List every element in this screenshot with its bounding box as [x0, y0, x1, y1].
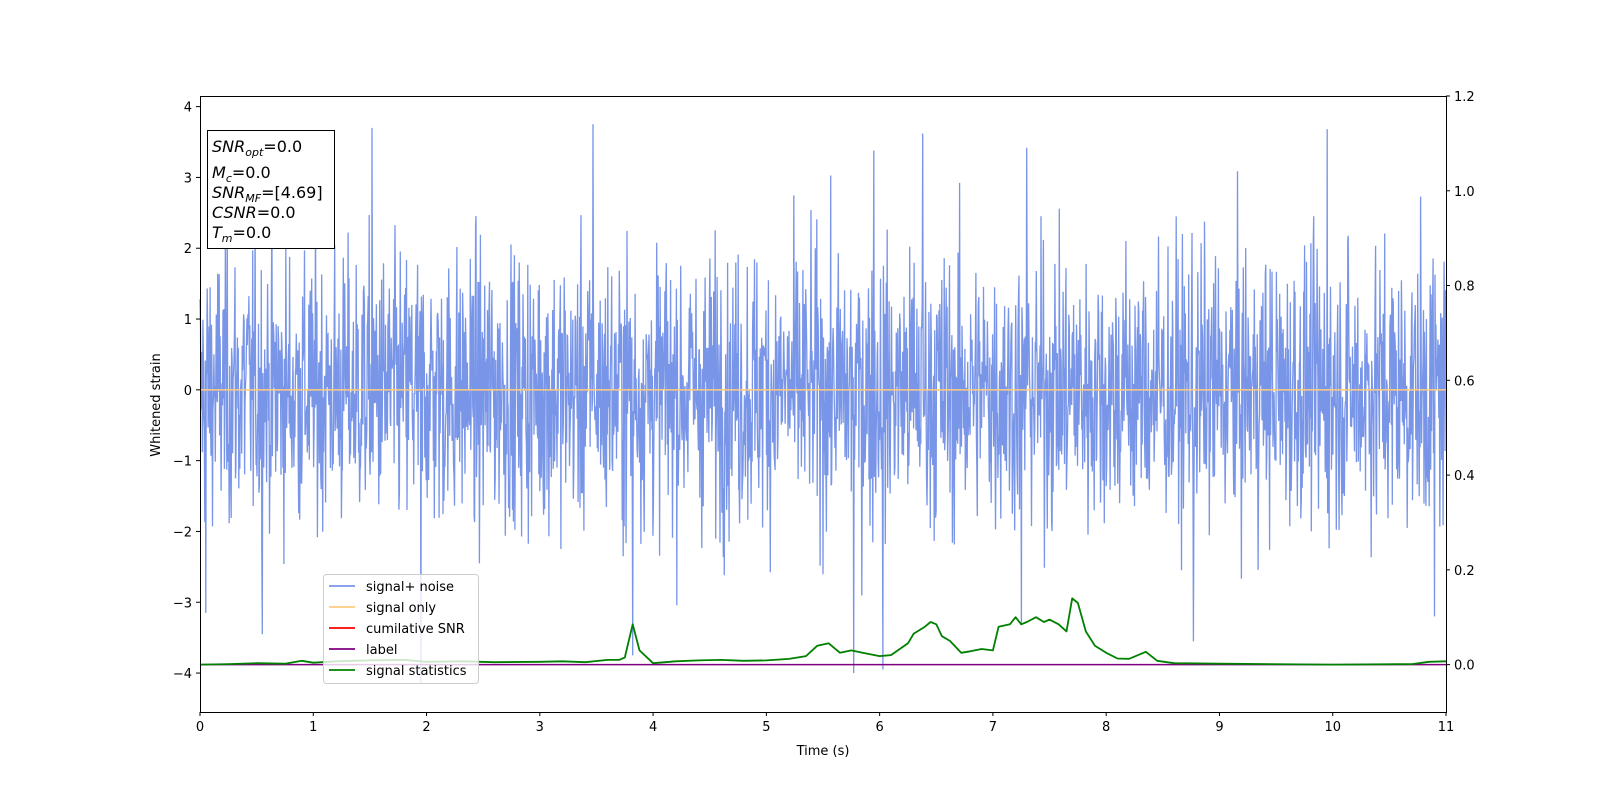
series-line-signal-statistics	[199, 597, 1447, 666]
y-tick-label: −4	[173, 667, 192, 682]
info-snr-mf: SNRMF=[4.69]	[212, 183, 323, 205]
y2-tick-label: 1.0	[1454, 185, 1475, 200]
plot-frame	[200, 96, 1447, 713]
y-tick-label: 2	[184, 242, 192, 257]
x-tick-label: 8	[1102, 720, 1110, 735]
y2-tick-label: 0.6	[1454, 374, 1475, 389]
y2-tick-label: 0.4	[1454, 469, 1475, 484]
info-csnr: CSNR=0.0	[212, 203, 296, 222]
x-tick-label: 7	[989, 720, 997, 735]
x-tick-label: 10	[1324, 720, 1341, 735]
y-tick-label: −3	[173, 596, 192, 611]
legend-label: signal only	[366, 601, 436, 616]
series-line-signal-noise	[199, 124, 1447, 684]
x-tick-label: 2	[422, 720, 430, 735]
x-tick-label: 5	[762, 720, 770, 735]
x-tick-label: 3	[536, 720, 544, 735]
info-snr-opt: SNRopt=0.0	[212, 137, 302, 159]
legend-label: signal+ noise	[366, 580, 454, 595]
legend-label: label	[366, 643, 397, 658]
x-tick-label: 1	[309, 720, 317, 735]
y2-tick-label: 0.0	[1454, 659, 1475, 674]
y2-tick-label: 1.2	[1454, 90, 1475, 105]
info-tm: Tm=0.0	[212, 223, 271, 245]
x-tick-label: 4	[649, 720, 657, 735]
axes-layer: 0 1 2 3 4 5 6 7 8 9 10 11 −4 −3 −2 −1 0 1 2 3 4 0.0 0.2 0.4 0.6 0…	[173, 90, 1475, 735]
y-axis-label: Whitened strain	[149, 353, 164, 456]
y-tick-label: 0	[184, 384, 192, 399]
x-axis-label: Time (s)	[796, 744, 850, 759]
y-tick-label: 3	[184, 171, 192, 186]
x-tick-label: 6	[875, 720, 883, 735]
legend: signal+ noise signal only cumilative SNR la…	[323, 574, 479, 684]
y-tick-label: −1	[173, 455, 192, 470]
y2-tick-label: 0.8	[1454, 280, 1475, 295]
info-mc: Mc=0.0	[212, 163, 271, 185]
legend-label: signal statistics	[366, 664, 467, 679]
legend-label: cumilative SNR	[366, 622, 465, 637]
y-tick-label: 4	[184, 101, 192, 116]
x-tick-label: 0	[196, 720, 204, 735]
x-tick-label: 11	[1438, 720, 1455, 735]
info-box: SNRopt=0.0 Mc=0.0 SNRMF=[4.69] CSNR=0.0 …	[207, 130, 335, 249]
x-tick-label: 9	[1215, 720, 1223, 735]
y-tick-label: 1	[184, 313, 192, 328]
y-tick-label: −2	[173, 525, 192, 540]
y2-tick-label: 0.2	[1454, 564, 1475, 579]
